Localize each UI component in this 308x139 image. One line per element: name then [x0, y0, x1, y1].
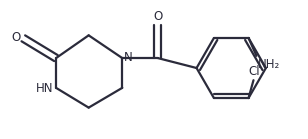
Text: Cl: Cl: [249, 65, 260, 78]
Text: NH₂: NH₂: [257, 58, 280, 71]
Text: O: O: [153, 10, 163, 23]
Text: HN: HN: [35, 82, 53, 95]
Text: N: N: [124, 51, 133, 64]
Text: O: O: [11, 31, 20, 44]
